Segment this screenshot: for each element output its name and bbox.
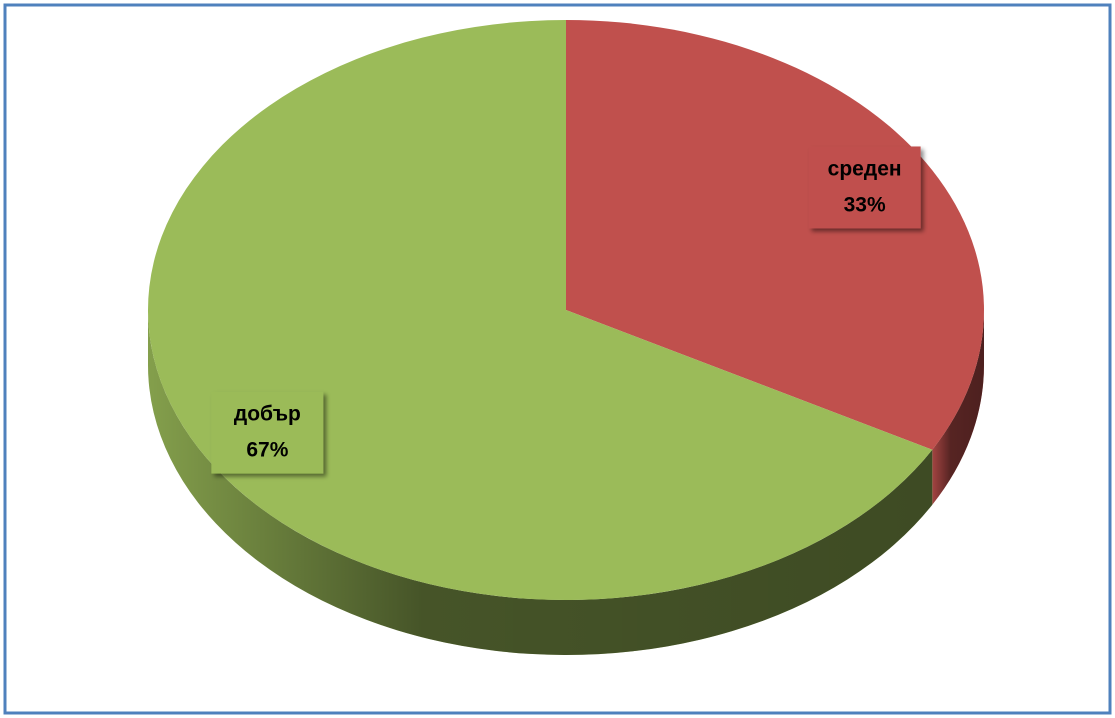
data-labels: среден 33% добър 67% — [211, 146, 921, 474]
slice — [566, 20, 984, 450]
pie-tops — [147, 20, 984, 600]
data-label-value: 67% — [246, 439, 288, 462]
data-label-value: 33% — [844, 193, 886, 216]
data-label-category: добър — [234, 403, 301, 426]
slice-side-shade — [148, 310, 933, 655]
data-label-box — [211, 391, 324, 474]
slice-side-shade — [932, 310, 984, 505]
pie-sides — [148, 310, 984, 655]
slice — [147, 20, 933, 600]
data-label-category: среден — [828, 157, 902, 180]
data-label-box — [808, 146, 921, 229]
